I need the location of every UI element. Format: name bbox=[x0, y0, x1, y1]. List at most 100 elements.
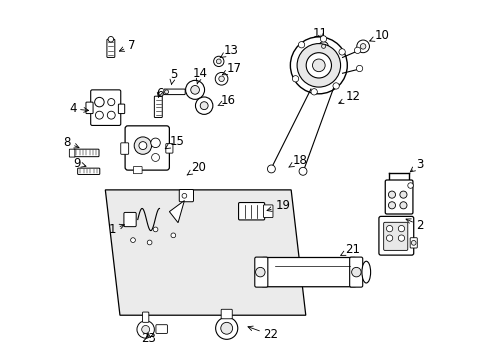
FancyBboxPatch shape bbox=[123, 212, 136, 227]
Circle shape bbox=[185, 80, 204, 99]
Circle shape bbox=[220, 322, 232, 334]
Circle shape bbox=[95, 97, 104, 107]
Circle shape bbox=[151, 153, 159, 161]
Text: 6: 6 bbox=[155, 86, 163, 99]
FancyBboxPatch shape bbox=[165, 144, 173, 153]
FancyBboxPatch shape bbox=[74, 149, 99, 157]
Polygon shape bbox=[169, 201, 184, 223]
Circle shape bbox=[215, 317, 237, 339]
Text: 12: 12 bbox=[338, 90, 360, 104]
FancyBboxPatch shape bbox=[78, 168, 100, 175]
FancyBboxPatch shape bbox=[154, 96, 162, 117]
Circle shape bbox=[398, 225, 404, 232]
Circle shape bbox=[108, 36, 113, 42]
Text: 22: 22 bbox=[247, 326, 278, 342]
Circle shape bbox=[360, 44, 365, 49]
Circle shape bbox=[351, 267, 361, 277]
FancyBboxPatch shape bbox=[90, 90, 121, 125]
Text: 16: 16 bbox=[218, 94, 235, 107]
Text: 9: 9 bbox=[73, 157, 86, 170]
FancyBboxPatch shape bbox=[179, 189, 193, 202]
FancyBboxPatch shape bbox=[142, 312, 148, 322]
FancyBboxPatch shape bbox=[238, 203, 264, 220]
Circle shape bbox=[142, 325, 149, 333]
Circle shape bbox=[332, 83, 339, 89]
Circle shape bbox=[107, 111, 115, 119]
Text: 11: 11 bbox=[312, 27, 327, 40]
FancyBboxPatch shape bbox=[156, 325, 167, 333]
Text: 20: 20 bbox=[187, 161, 205, 175]
FancyBboxPatch shape bbox=[133, 167, 142, 174]
Circle shape bbox=[320, 36, 326, 42]
FancyBboxPatch shape bbox=[86, 102, 93, 113]
Circle shape bbox=[153, 227, 158, 232]
Circle shape bbox=[195, 97, 212, 114]
Text: 2: 2 bbox=[405, 219, 423, 232]
Text: 3: 3 bbox=[409, 158, 423, 172]
Circle shape bbox=[356, 40, 368, 53]
Circle shape bbox=[399, 202, 406, 209]
Circle shape bbox=[407, 183, 412, 188]
Circle shape bbox=[215, 72, 227, 85]
FancyBboxPatch shape bbox=[125, 126, 169, 170]
Circle shape bbox=[200, 102, 208, 110]
Circle shape bbox=[338, 49, 345, 55]
Circle shape bbox=[171, 233, 175, 238]
Circle shape bbox=[95, 111, 103, 119]
Circle shape bbox=[354, 47, 360, 54]
Circle shape bbox=[134, 137, 151, 154]
Polygon shape bbox=[105, 190, 305, 315]
Text: 7: 7 bbox=[119, 39, 135, 52]
FancyBboxPatch shape bbox=[261, 257, 356, 287]
Circle shape bbox=[190, 86, 199, 94]
FancyBboxPatch shape bbox=[121, 143, 128, 154]
Circle shape bbox=[290, 37, 346, 94]
Text: 13: 13 bbox=[220, 44, 238, 58]
Circle shape bbox=[139, 141, 146, 149]
Circle shape bbox=[399, 191, 406, 198]
Circle shape bbox=[267, 165, 275, 173]
Text: 18: 18 bbox=[288, 154, 307, 167]
Circle shape bbox=[150, 138, 160, 148]
Text: 1: 1 bbox=[108, 223, 124, 236]
Circle shape bbox=[312, 59, 325, 72]
Circle shape bbox=[137, 321, 154, 338]
FancyBboxPatch shape bbox=[349, 257, 362, 287]
Circle shape bbox=[356, 66, 362, 72]
Text: 4: 4 bbox=[69, 102, 88, 115]
FancyBboxPatch shape bbox=[107, 39, 115, 58]
Text: 23: 23 bbox=[141, 332, 156, 345]
Text: 14: 14 bbox=[192, 67, 207, 84]
Text: 17: 17 bbox=[222, 62, 241, 75]
Ellipse shape bbox=[361, 261, 370, 283]
Circle shape bbox=[216, 59, 221, 64]
Circle shape bbox=[386, 235, 392, 241]
Circle shape bbox=[318, 42, 327, 51]
Circle shape bbox=[386, 225, 392, 232]
Circle shape bbox=[310, 89, 317, 95]
Circle shape bbox=[321, 44, 325, 48]
Text: 19: 19 bbox=[266, 199, 290, 212]
FancyBboxPatch shape bbox=[118, 104, 124, 113]
Text: 5: 5 bbox=[169, 68, 177, 85]
Circle shape bbox=[387, 202, 395, 209]
FancyBboxPatch shape bbox=[263, 205, 272, 217]
FancyBboxPatch shape bbox=[69, 149, 75, 157]
FancyBboxPatch shape bbox=[254, 257, 267, 287]
Circle shape bbox=[299, 167, 306, 175]
Circle shape bbox=[298, 42, 304, 48]
FancyBboxPatch shape bbox=[385, 180, 412, 214]
Circle shape bbox=[213, 56, 224, 67]
Circle shape bbox=[107, 99, 115, 106]
Circle shape bbox=[218, 76, 224, 82]
Circle shape bbox=[387, 191, 395, 198]
Text: 10: 10 bbox=[369, 29, 389, 42]
Text: 15: 15 bbox=[165, 135, 184, 149]
FancyBboxPatch shape bbox=[383, 222, 407, 250]
Circle shape bbox=[398, 235, 404, 241]
Circle shape bbox=[292, 76, 298, 82]
Circle shape bbox=[305, 53, 331, 78]
Circle shape bbox=[182, 193, 186, 198]
FancyBboxPatch shape bbox=[378, 216, 413, 255]
Circle shape bbox=[410, 240, 415, 245]
